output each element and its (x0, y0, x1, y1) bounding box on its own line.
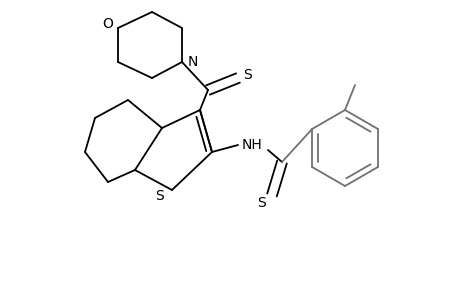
Text: NH: NH (241, 138, 262, 152)
Text: N: N (187, 55, 198, 69)
Text: S: S (243, 68, 252, 82)
Text: S: S (155, 189, 164, 203)
Text: O: O (102, 17, 113, 31)
Text: S: S (257, 196, 266, 210)
